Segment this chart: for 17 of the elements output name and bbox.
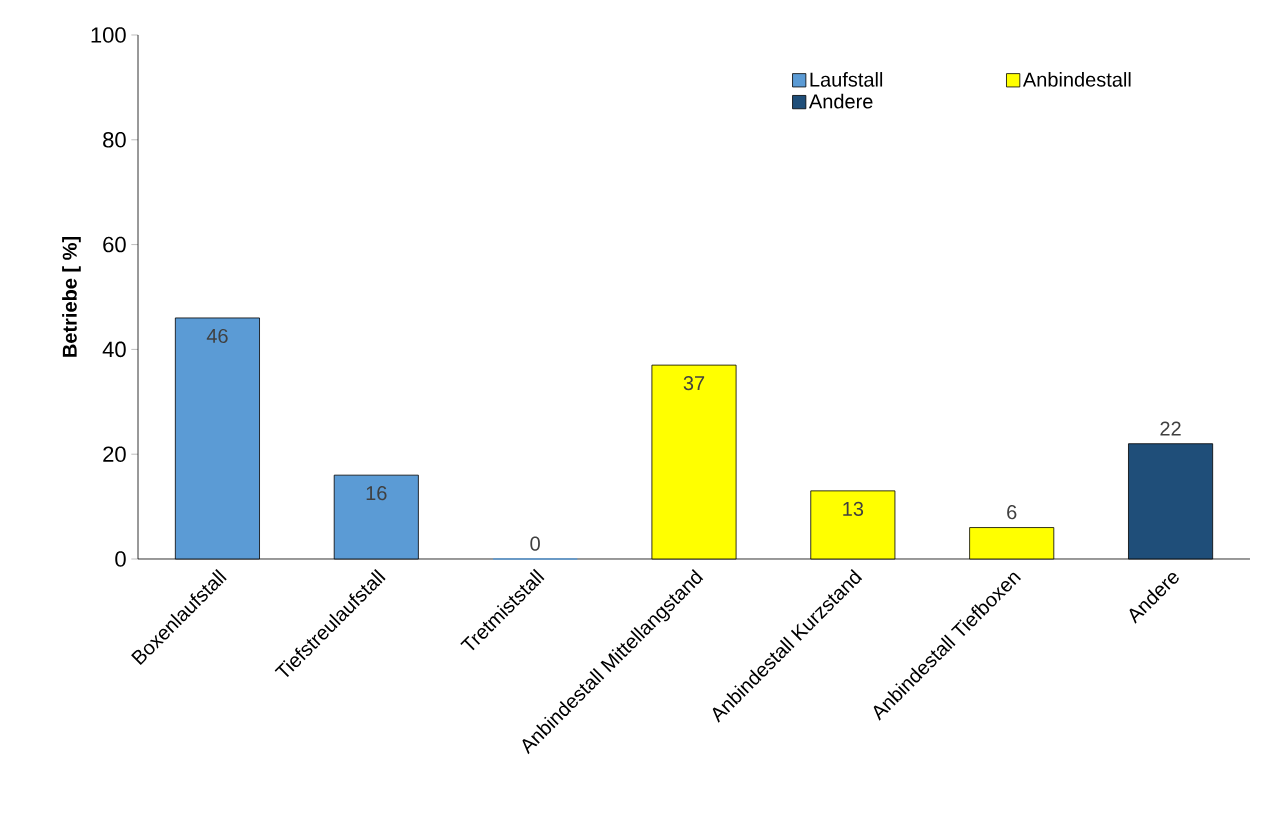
data-label: 22 (1160, 421, 1181, 436)
data-label: 46 (206, 328, 228, 344)
data-label: 37 (683, 376, 705, 391)
y-axis-title: Betriebe [ %] (62, 237, 81, 357)
y-tick-label: 0 (115, 551, 126, 567)
legend-label: Anbindestall (1022, 72, 1131, 87)
y-tick-label: 20 (103, 446, 126, 462)
legend-label: Andere (808, 93, 873, 109)
data-label: 13 (843, 501, 864, 516)
data-label: 6 (1007, 505, 1017, 520)
y-tick-label: 100 (91, 27, 126, 43)
y-tick-label: 80 (103, 132, 126, 148)
y-tick-label: 40 (102, 341, 126, 358)
y-tick-label: 60 (103, 236, 126, 253)
legend-label: Laufstall (810, 72, 883, 87)
data-label: 16 (366, 486, 387, 501)
data-label: 0 (530, 536, 540, 551)
